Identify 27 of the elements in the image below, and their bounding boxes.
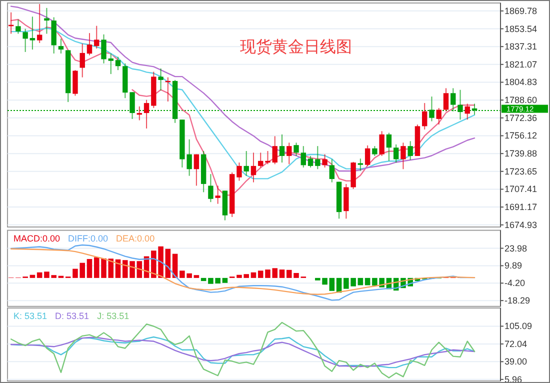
y-tick-label: -18.29 xyxy=(504,296,530,306)
y-tick-label: 1804.83 xyxy=(504,77,538,88)
y-tick-label: 39.00 xyxy=(504,356,528,367)
y-tick-label: 1707.41 xyxy=(504,184,538,194)
y-tick-label: -4.20 xyxy=(504,278,526,288)
y-tick-label: 1853.54 xyxy=(504,24,538,34)
y-tick-label: 1772.36 xyxy=(504,112,538,123)
y-tick-label: 1837.31 xyxy=(504,42,538,52)
y-tick-label: 72.04 xyxy=(504,338,528,349)
series-label: J: 53.51 xyxy=(97,311,130,321)
y-tick-label: 1723.65 xyxy=(504,166,538,176)
text: MACD:0.00 xyxy=(14,233,60,244)
series-label: D: 53.51 xyxy=(55,311,90,321)
y-tick-label: 1739.88 xyxy=(504,148,538,159)
y-tick-label: 1691.17 xyxy=(504,202,538,212)
y-tick-label: 23.98 xyxy=(504,243,528,254)
y-tick-label: 1674.93 xyxy=(504,220,538,230)
y-tick-label: 105.09 xyxy=(504,321,532,332)
y-tick-label: 1869.78 xyxy=(504,6,538,16)
y-tick-label: 1788.60 xyxy=(504,95,538,106)
text: 现货黄金日线图 xyxy=(240,38,352,56)
series-label: DIFF:0.00 xyxy=(68,233,108,244)
y-tick-label: 1821.07 xyxy=(504,59,538,70)
text: DEA:0.00 xyxy=(116,233,155,244)
y-tick-label: 1756.12 xyxy=(504,130,538,141)
text: K: 53.51 xyxy=(14,311,48,321)
y-tick-label: 9.89 xyxy=(504,260,522,271)
